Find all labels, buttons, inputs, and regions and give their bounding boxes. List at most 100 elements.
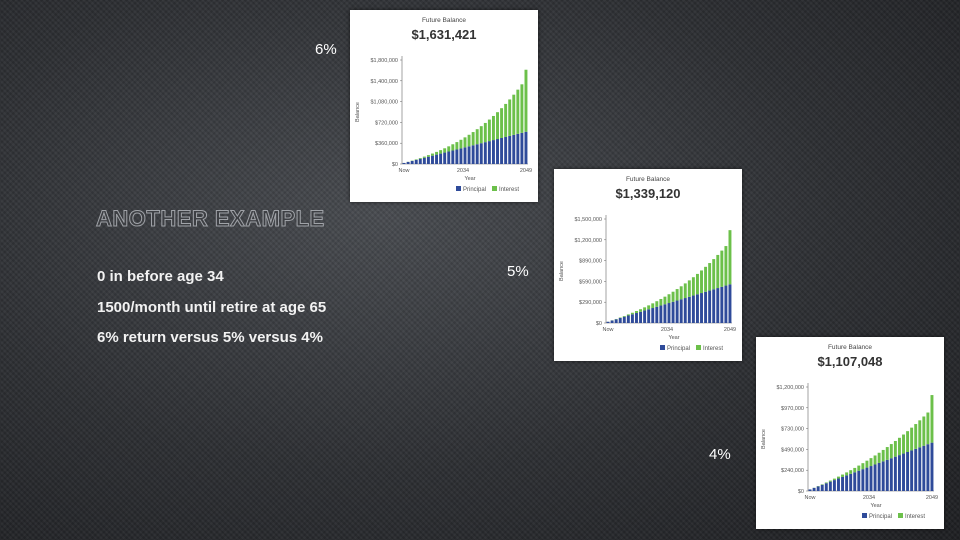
principal-bar [889, 458, 893, 491]
legend-label-principal: Principal [667, 346, 690, 352]
principal-bar [443, 152, 447, 164]
principal-bar [475, 144, 479, 164]
principal-bar [881, 461, 885, 491]
interest-bar [914, 424, 918, 449]
interest-bar [857, 465, 861, 471]
interest-bar [667, 294, 671, 304]
principal-bar [910, 450, 914, 491]
y-tick-label: $0 [798, 489, 804, 495]
interest-bar [930, 395, 934, 443]
principal-bar [728, 284, 732, 323]
interest-bar [635, 311, 638, 314]
principal-bar [720, 286, 724, 323]
interest-bar [479, 126, 483, 144]
chart-title: Future Balance [626, 176, 670, 183]
interest-bar [691, 277, 695, 296]
principal-bar [712, 289, 716, 323]
y-tick-label: $1,400,000 [370, 79, 398, 85]
interest-bar [910, 427, 914, 451]
principal-bar [467, 146, 471, 164]
principal-bar [704, 291, 708, 323]
principal-bar [671, 301, 675, 323]
principal-bar [812, 487, 816, 491]
interest-bar [873, 455, 877, 465]
interest-bar [431, 153, 434, 156]
principal-bar [463, 147, 467, 164]
principal-bar [431, 155, 434, 164]
y-tick-label: $730,000 [781, 427, 804, 433]
interest-bar [865, 460, 869, 468]
interest-bar [651, 303, 655, 309]
interest-bar [832, 478, 836, 481]
interest-bar [671, 291, 675, 302]
x-axis-title: Year [464, 176, 475, 182]
principal-bar [500, 138, 504, 164]
interest-bar [728, 230, 732, 285]
interest-bar [639, 309, 643, 312]
interest-bar [447, 146, 451, 152]
interest-bar [885, 447, 889, 460]
x-tick-label: 2049 [724, 327, 736, 333]
interest-bar [500, 108, 504, 138]
interest-bar [683, 283, 687, 299]
interest-bar [647, 305, 651, 310]
legend-swatch-interest [696, 345, 701, 350]
principal-bar [618, 318, 622, 323]
x-tick-label: Now [805, 495, 816, 501]
slide-title: ANOTHER EXAMPLE [96, 206, 325, 232]
interest-bar [663, 296, 667, 305]
principal-bar [663, 304, 667, 323]
principal-bar [496, 139, 499, 164]
y-tick-label: $590,000 [579, 279, 602, 285]
interest-bar [889, 444, 893, 459]
principal-bar [853, 472, 857, 491]
x-tick-label: 2034 [661, 327, 673, 333]
y-tick-label: $1,800,000 [370, 58, 398, 64]
chart-5-percent-svg: Future Balance $1,339,120 $0 $290,000 $590,0… [559, 176, 736, 352]
bullet-monthly: 1500/month until retire at age 65 [97, 299, 327, 316]
interest-bar [877, 452, 881, 463]
interest-bar [516, 89, 520, 134]
principal-bar [447, 151, 451, 164]
legend-label-interest: Interest [905, 514, 925, 520]
chart-title: Future Balance [422, 17, 466, 24]
x-tick-label: 2049 [926, 495, 938, 501]
interest-bar [853, 467, 857, 473]
y-tick-label: $0 [596, 321, 602, 327]
y-axis-title: Balance [761, 429, 767, 449]
principal-bar [622, 316, 626, 323]
x-tick-label: 2034 [457, 168, 469, 174]
legend-label-principal: Principal [869, 514, 892, 520]
principal-bar [455, 149, 459, 164]
principal-bar [508, 135, 512, 164]
label-5-percent: 5% [507, 263, 529, 280]
y-tick-label: $1,200,000 [574, 238, 602, 244]
interest-bar [687, 280, 691, 297]
principal-bar [918, 447, 922, 491]
principal-bar [439, 153, 443, 164]
interest-bar [471, 132, 475, 146]
principal-bar [820, 484, 824, 491]
y-tick-label: $240,000 [781, 468, 804, 474]
interest-bar [426, 155, 430, 157]
principal-bar [630, 314, 634, 323]
interest-bar [504, 103, 508, 137]
chart-title: Future Balance [828, 344, 872, 351]
principal-bar [708, 290, 712, 323]
principal-bar [651, 308, 655, 323]
interest-bar [695, 273, 699, 295]
interest-bar [902, 434, 905, 454]
interest-bar [849, 470, 853, 474]
principal-bar [614, 319, 618, 323]
interest-bar [463, 137, 467, 148]
legend-label-principal: Principal [463, 187, 486, 193]
principal-bar [606, 321, 610, 323]
interest-bar [655, 301, 659, 307]
y-tick-label: $1,080,000 [370, 100, 398, 106]
principal-bar [885, 459, 889, 491]
interest-bar [643, 307, 647, 311]
principal-bar [426, 156, 430, 164]
y-tick-label: $0 [392, 162, 398, 168]
principal-bar [828, 481, 832, 491]
y-tick-label: $890,000 [579, 259, 602, 265]
